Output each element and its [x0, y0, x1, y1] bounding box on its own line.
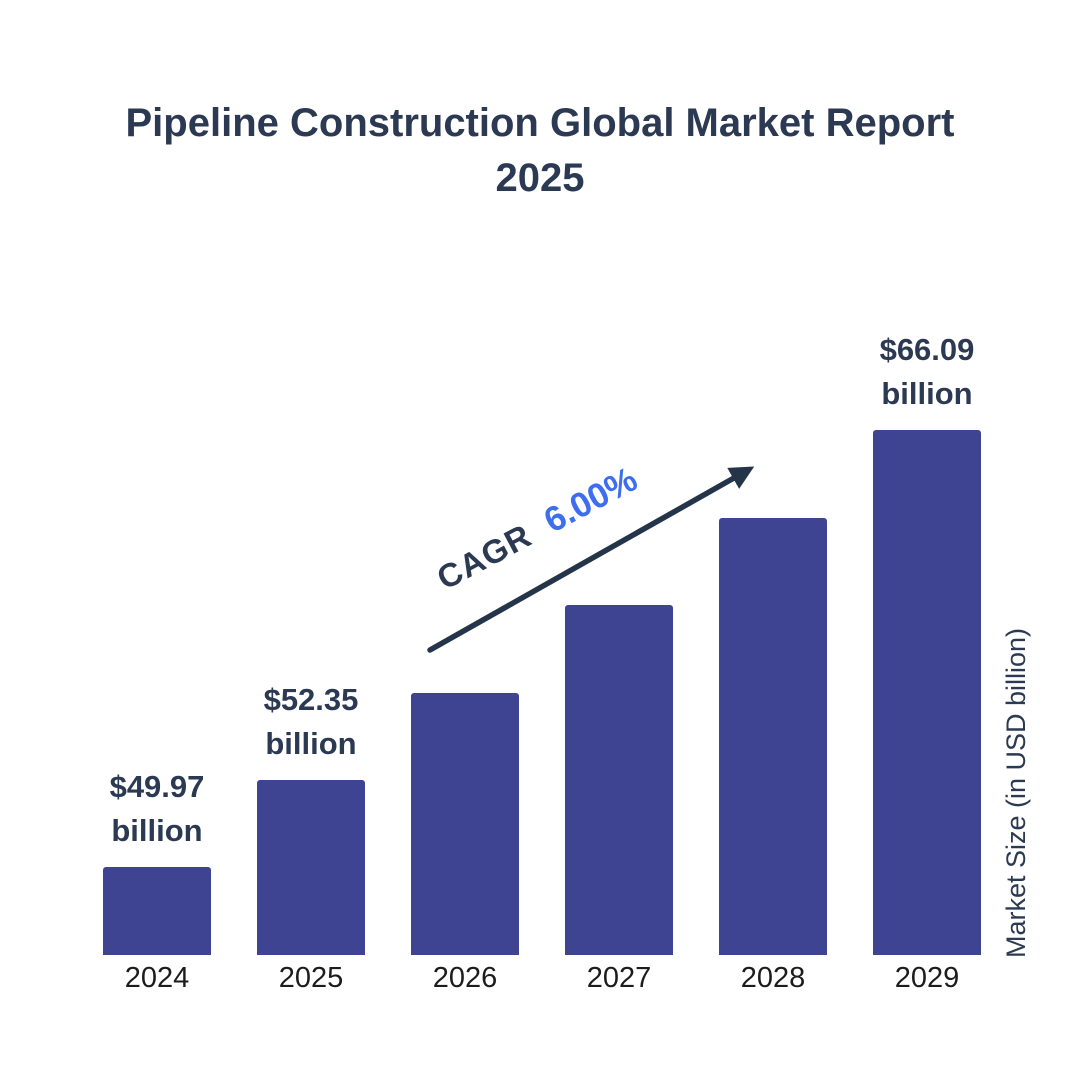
chart-title: Pipeline Construction Global Market Repo…: [0, 96, 1080, 206]
bar-2027: [565, 605, 673, 955]
bar-value-amount: $52.35: [263, 682, 359, 717]
bar-value-unit: billion: [111, 813, 203, 848]
chart-title-line2: 2025: [495, 156, 585, 200]
bar-value-unit: billion: [265, 726, 357, 761]
x-tick-2029: 2029: [894, 962, 960, 994]
x-tick-2028: 2028: [740, 962, 806, 994]
x-tick-2027: 2027: [586, 962, 652, 994]
bar-2024: [103, 867, 211, 955]
bar-value-amount: $66.09: [879, 332, 975, 367]
bar-2026: [411, 693, 519, 955]
bar-value-label-2025: $52.35 billion: [226, 678, 396, 766]
bar-2025: [257, 780, 365, 955]
bar-2029: [873, 430, 981, 955]
bar-value-label-2029: $66.09 billion: [842, 328, 1012, 416]
x-tick-2025: 2025: [278, 962, 344, 994]
bar-value-label-2024: $49.97 billion: [72, 765, 242, 853]
y-axis-label: Market Size (in USD billion): [1001, 627, 1031, 959]
x-tick-2024: 2024: [124, 962, 190, 994]
cagr-trend-arrow: [427, 466, 755, 653]
bar-2028: [719, 518, 827, 955]
bar-value-unit: billion: [881, 376, 973, 411]
chart-title-line1: Pipeline Construction Global Market Repo…: [125, 101, 955, 145]
x-tick-2026: 2026: [432, 962, 498, 994]
bar-value-amount: $49.97: [109, 769, 205, 804]
